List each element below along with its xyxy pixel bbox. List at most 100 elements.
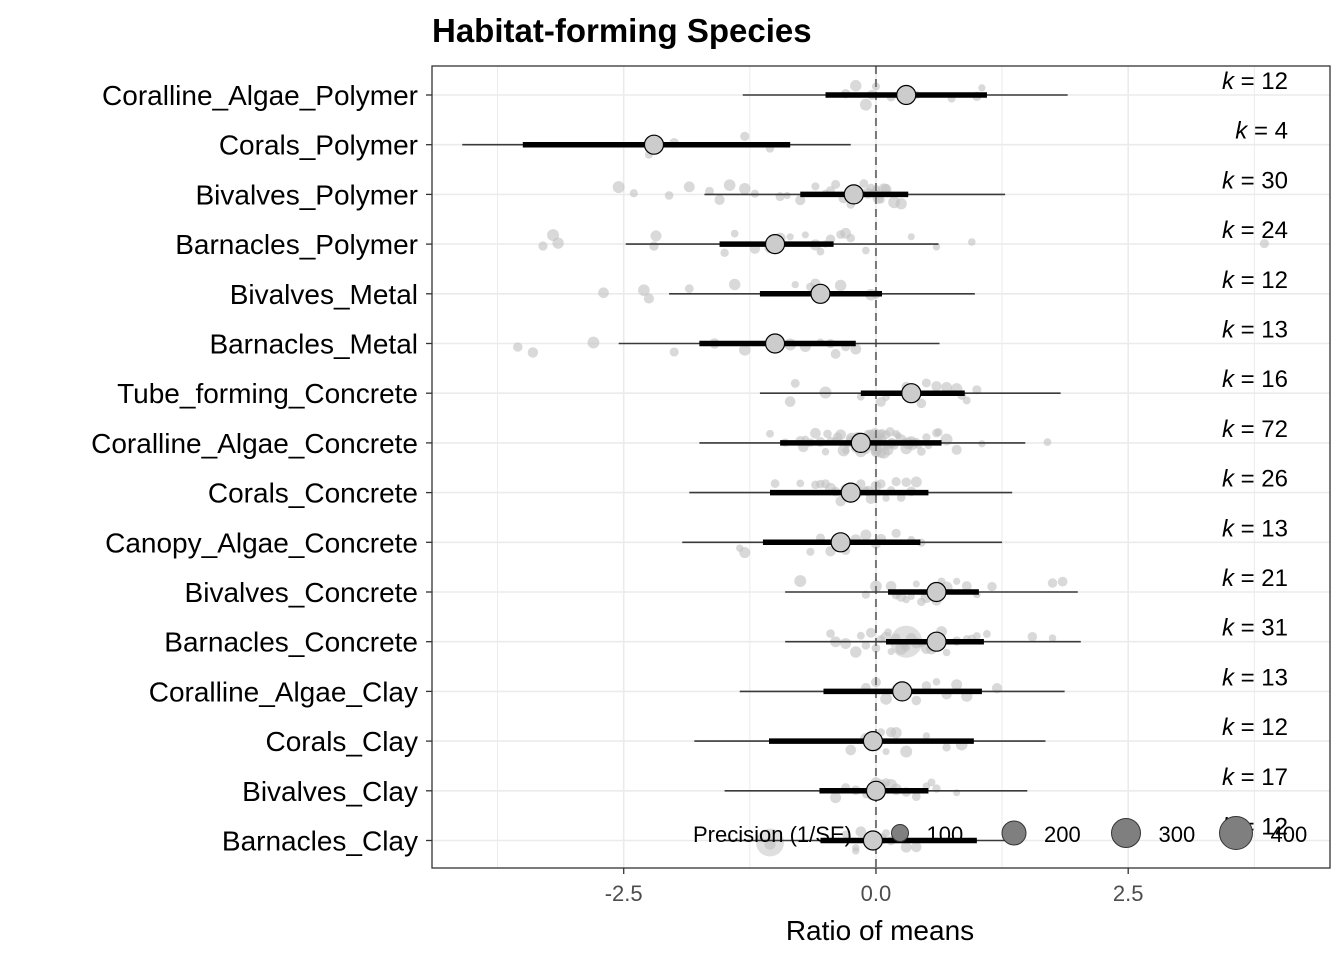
- data-point: [513, 342, 523, 352]
- category-label: Barnacles_Concrete: [164, 627, 418, 658]
- data-point: [810, 427, 821, 439]
- k-label: k = 13: [1222, 515, 1288, 542]
- data-point: [786, 233, 794, 241]
- data-point: [650, 230, 662, 242]
- data-point: [826, 629, 835, 638]
- data-point: [1043, 438, 1052, 446]
- estimate-marker: [862, 830, 884, 851]
- data-point: [880, 693, 892, 705]
- data-point: [728, 278, 741, 291]
- data-point: [894, 432, 902, 440]
- data-point: [850, 646, 862, 658]
- k-label: k = 12: [1222, 68, 1288, 95]
- data-point: [598, 287, 609, 299]
- category-label: Tube_forming_Concrete: [117, 378, 418, 409]
- data-point: [871, 643, 881, 653]
- data-point: [669, 347, 679, 357]
- data-point: [538, 241, 548, 251]
- data-point: [714, 194, 725, 205]
- k-label: k = 30: [1222, 167, 1288, 194]
- data-point: [801, 231, 809, 239]
- estimate-marker: [865, 780, 887, 801]
- data-point: [783, 192, 791, 200]
- data-point: [951, 444, 962, 455]
- legend-label: 300: [1159, 822, 1196, 847]
- legend-title: Precision (1/SE): [693, 822, 852, 847]
- estimate-marker: [896, 84, 917, 106]
- data-point: [840, 227, 852, 239]
- data-point: [921, 681, 932, 691]
- data-point: [845, 744, 857, 756]
- plot-panel-border: [431, 65, 1331, 869]
- data-point: [978, 84, 986, 92]
- data-point: [910, 476, 922, 488]
- data-point: [890, 727, 902, 739]
- data-point: [882, 748, 890, 756]
- data-point: [922, 433, 931, 442]
- k-label: k = 12: [1222, 267, 1288, 294]
- data-point: [942, 743, 951, 752]
- data-point: [961, 581, 972, 591]
- data-point: [527, 347, 539, 358]
- category-label: Canopy_Algae_Concrete: [105, 527, 418, 558]
- data-point: [891, 476, 901, 487]
- category-label: Barnacles_Metal: [209, 329, 418, 360]
- x-tick-label: 0.0: [861, 881, 892, 906]
- data-point: [756, 828, 785, 857]
- data-point: [912, 580, 920, 588]
- data-point: [907, 233, 915, 241]
- estimate-marker: [810, 283, 831, 304]
- data-point: [1048, 634, 1057, 642]
- data-point: [876, 479, 886, 489]
- category-label: Corals_Concrete: [208, 478, 418, 509]
- data-point: [931, 381, 942, 392]
- estimate-marker: [764, 234, 786, 255]
- data-point: [916, 447, 926, 456]
- data-point: [885, 778, 897, 791]
- data-point: [856, 631, 865, 640]
- data-point: [859, 179, 869, 188]
- data-point: [832, 432, 843, 443]
- data-point: [951, 679, 963, 691]
- k-label: k = 13: [1222, 317, 1288, 344]
- data-point: [770, 479, 780, 488]
- data-point: [830, 792, 842, 804]
- data-point: [884, 628, 892, 637]
- data-point: [831, 179, 841, 189]
- category-label: Bivalves_Clay: [242, 776, 418, 807]
- data-point: [1047, 578, 1058, 588]
- data-point: [968, 238, 976, 246]
- data-point: [917, 597, 926, 607]
- data-point: [811, 182, 820, 191]
- legend-label: 200: [1044, 822, 1081, 847]
- category-label: Coralline_Algae_Polymer: [102, 80, 418, 111]
- data-point: [730, 229, 739, 238]
- category-label: Corals_Clay: [266, 726, 419, 757]
- estimate-marker: [926, 631, 947, 652]
- data-point: [876, 396, 886, 407]
- data-point: [911, 695, 922, 706]
- data-point: [816, 247, 825, 256]
- data-point: [900, 745, 913, 758]
- k-label: k = 72: [1222, 416, 1288, 443]
- data-point: [987, 581, 997, 592]
- data-point: [885, 580, 897, 592]
- k-labels: k = 12 k = 4 k = 30 k = 24 k = 12 k = 13 k = 1…: [1222, 68, 1288, 841]
- category-label: Barnacles_Clay: [222, 826, 418, 857]
- data-point: [705, 186, 714, 196]
- data-point: [922, 732, 931, 740]
- data-point: [921, 378, 931, 388]
- data-point: [629, 189, 638, 198]
- data-point: [962, 396, 971, 405]
- data-point: [638, 284, 650, 297]
- data-point: [932, 678, 941, 686]
- data-point: [911, 841, 922, 853]
- data-point: [877, 429, 887, 438]
- estimate-marker: [764, 333, 786, 354]
- legend-size-marker: [1001, 820, 1027, 846]
- data-point: [953, 577, 961, 585]
- data-point: [739, 182, 751, 195]
- k-label: k = 4: [1235, 118, 1288, 145]
- data-point: [896, 493, 906, 502]
